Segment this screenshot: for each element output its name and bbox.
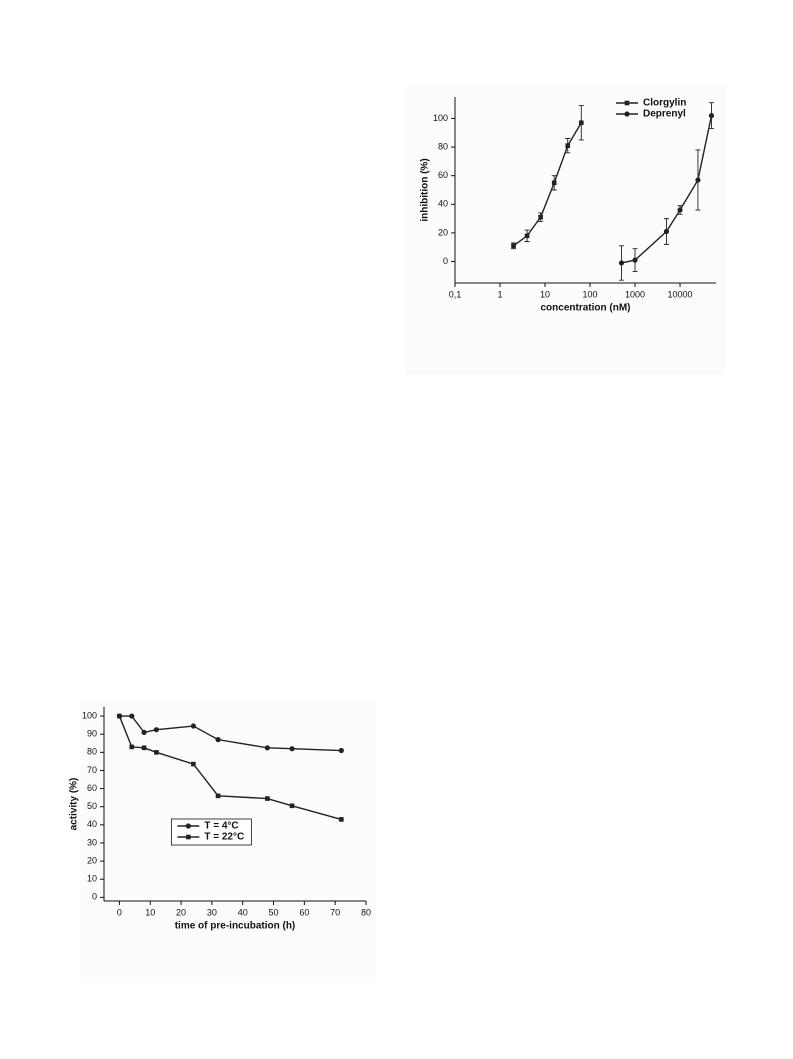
marker bbox=[154, 750, 159, 755]
y-tick-label: 60 bbox=[87, 783, 97, 793]
marker bbox=[129, 713, 135, 719]
x-axis-label: time of pre-incubation (h) bbox=[175, 921, 296, 932]
legend-label: T = 22°C bbox=[204, 832, 244, 843]
x-axis-label: concentration (nM) bbox=[541, 303, 631, 314]
marker bbox=[289, 803, 295, 809]
marker bbox=[578, 120, 584, 126]
marker bbox=[153, 727, 159, 733]
marker bbox=[129, 744, 135, 750]
x-tick-label: 0,1 bbox=[449, 289, 462, 299]
marker bbox=[618, 260, 625, 266]
x-tick-label: 100 bbox=[582, 289, 597, 299]
legend-label: Clorgylin bbox=[643, 98, 686, 109]
y-tick-label: 40 bbox=[438, 199, 448, 209]
marker bbox=[264, 745, 270, 751]
marker bbox=[708, 113, 715, 119]
marker bbox=[190, 723, 196, 729]
marker bbox=[141, 729, 147, 735]
y-tick-label: 20 bbox=[87, 855, 97, 865]
marker bbox=[565, 143, 571, 148]
marker bbox=[538, 214, 543, 220]
x-tick-label: 10000 bbox=[668, 289, 693, 299]
y-tick-label: 50 bbox=[87, 801, 97, 811]
chart-panel bbox=[405, 85, 727, 375]
legend-box bbox=[170, 818, 252, 846]
x-tick-label: 1000 bbox=[625, 289, 645, 299]
x-tick-label: 80 bbox=[361, 907, 371, 917]
marker bbox=[524, 233, 530, 239]
y-tick-label: 30 bbox=[87, 837, 97, 847]
x-tick-label: 50 bbox=[269, 907, 279, 917]
y-tick-label: 80 bbox=[87, 747, 97, 757]
x-tick-label: 1 bbox=[497, 289, 502, 299]
marker bbox=[191, 761, 196, 767]
y-tick-label: 70 bbox=[87, 765, 97, 775]
y-tick-label: 90 bbox=[87, 729, 97, 739]
marker bbox=[117, 713, 122, 719]
legend-marker bbox=[186, 834, 191, 840]
marker bbox=[695, 177, 701, 183]
y-tick-label: 0 bbox=[92, 892, 97, 902]
y-tick-label: 60 bbox=[438, 170, 448, 180]
marker bbox=[551, 180, 557, 186]
y-tick-label: 10 bbox=[87, 874, 97, 884]
marker bbox=[339, 817, 344, 822]
marker bbox=[289, 746, 295, 752]
legend-marker bbox=[624, 111, 630, 117]
y-tick-label: 0 bbox=[443, 256, 448, 266]
x-tick-label: 70 bbox=[330, 907, 340, 917]
y-tick-label: 100 bbox=[82, 710, 97, 720]
marker bbox=[215, 793, 221, 799]
marker bbox=[511, 243, 516, 249]
x-tick-label: 20 bbox=[176, 907, 186, 917]
y-tick-label: 40 bbox=[87, 819, 97, 829]
y-tick-label: 20 bbox=[438, 227, 448, 237]
y-tick-label: 80 bbox=[438, 141, 448, 151]
marker bbox=[215, 737, 221, 743]
x-tick-label: 60 bbox=[299, 907, 309, 917]
y-axis-label: activity (%) bbox=[69, 778, 80, 831]
x-tick-label: 30 bbox=[207, 907, 217, 917]
legend-label: T = 4°C bbox=[204, 821, 238, 832]
marker bbox=[338, 747, 344, 754]
marker bbox=[265, 796, 270, 801]
marker bbox=[677, 207, 683, 213]
legend-label: Deprenyl bbox=[643, 109, 686, 120]
x-tick-label: 10 bbox=[145, 907, 155, 917]
x-tick-label: 10 bbox=[540, 289, 550, 299]
y-axis-label: inhibition (%) bbox=[420, 158, 431, 221]
x-tick-label: 0 bbox=[117, 907, 122, 917]
y-tick-label: 100 bbox=[433, 113, 448, 123]
legend-marker bbox=[624, 100, 630, 106]
x-tick-label: 40 bbox=[238, 907, 248, 917]
marker bbox=[632, 257, 638, 263]
legend-marker bbox=[185, 823, 191, 829]
marker bbox=[141, 745, 147, 751]
marker bbox=[663, 228, 670, 235]
